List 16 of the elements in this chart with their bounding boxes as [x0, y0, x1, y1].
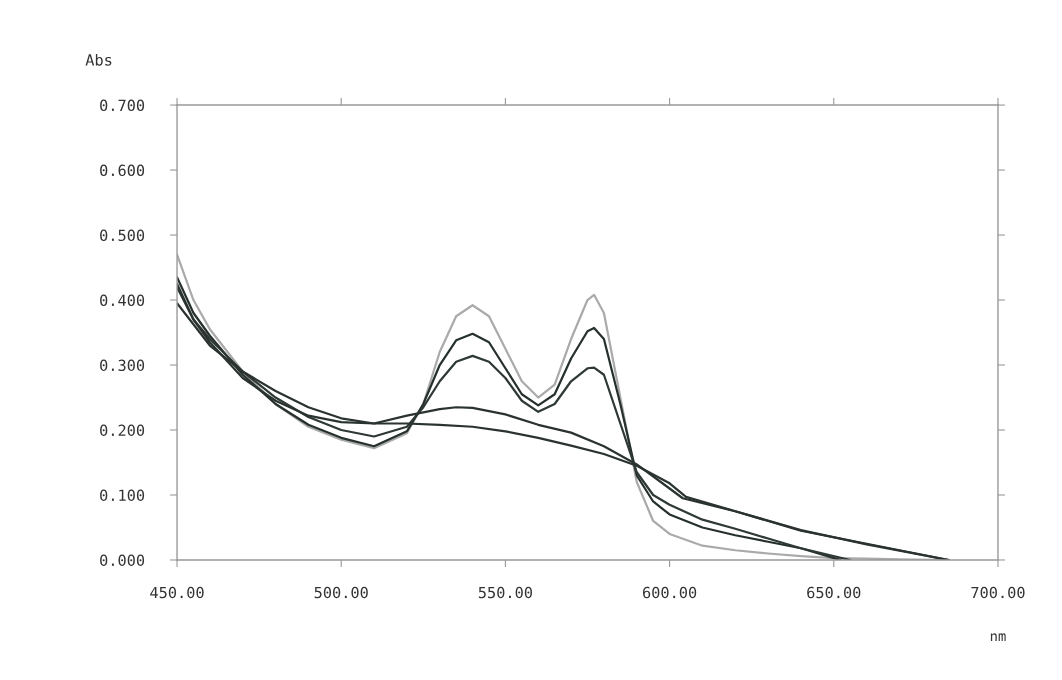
y-tick-label: 0.300 [100, 359, 145, 372]
x-axis-title: nm [990, 633, 1006, 642]
y-tick-label: 0.200 [100, 424, 145, 437]
x-tick-label: 500.00 [314, 586, 368, 599]
x-tick-label: 450.00 [150, 586, 204, 599]
y-axis-title: Abs [85, 53, 112, 66]
y-tick-label: 0.700 [100, 99, 145, 112]
x-tick-label: 550.00 [478, 586, 533, 599]
y-tick-label: 0.500 [100, 229, 145, 242]
y-tick-label: 0.000 [100, 554, 145, 567]
y-tick-label: 0.100 [100, 489, 145, 502]
x-tick-label: 650.00 [807, 586, 861, 599]
x-tick-label: 700.00 [971, 586, 1025, 599]
y-tick-label: 0.600 [100, 164, 145, 177]
y-tick-label: 0.400 [100, 294, 145, 307]
x-tick-label: 600.00 [642, 586, 697, 599]
